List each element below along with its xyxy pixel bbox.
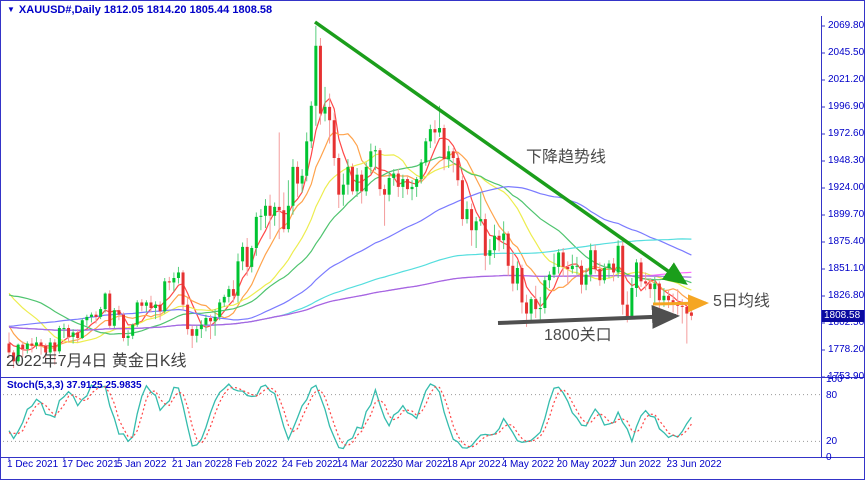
time-axis-label: 17 Dec 2021 (61, 459, 119, 470)
time-axis-label: 4 May 2022 (501, 459, 554, 470)
time-axis-label: 1 Dec 2021 (7, 459, 59, 470)
price-axis-label: 1972.60 (828, 128, 865, 139)
time-axis-label: 24 Feb 2022 (281, 459, 338, 470)
symbol-ohlc-title: XAUUSD#,Daily 1812.05 1814.20 1805.44 18… (18, 3, 273, 16)
chart-caption: 2022年7月4日 黄金日K线 (6, 353, 187, 370)
time-axis-label: 30 Mar 2022 (391, 459, 448, 470)
time-axis-label: 18 Apr 2022 (446, 459, 501, 470)
time-axis-label: 14 Mar 2022 (336, 459, 393, 470)
time-axis-label: 20 May 2022 (556, 459, 615, 470)
ma5-annotation: 5日均线 (713, 293, 770, 310)
price-axis-label: 1802.50 (828, 317, 865, 328)
stoch-scale-label: 20 (826, 436, 838, 448)
price-axis-label: 1948.30 (828, 155, 865, 166)
stoch-scale-label: 0 (826, 452, 832, 463)
stoch-indicator-label: Stoch(5,3,3) 37.9125 25.9835 (7, 380, 142, 391)
price-axis-label: 2045.50 (828, 47, 865, 58)
time-axis-label: 5 Jan 2022 (116, 459, 167, 470)
price-axis-label: 2021.20 (828, 74, 865, 85)
price-axis-label: 1778.20 (828, 344, 865, 355)
price-axis-label: 1899.70 (828, 209, 865, 220)
level-annotation: 1800关口 (544, 327, 612, 344)
trendline-annotation: 下降趋势线 (526, 149, 607, 166)
price-axis-label: 1924.00 (828, 182, 865, 193)
price-axis-label: 1851.10 (828, 263, 865, 274)
time-axis-label: 23 Jun 2022 (666, 459, 722, 470)
time-axis-label: 7 Jun 2022 (611, 459, 662, 470)
stoch-scale-label: 100 (826, 374, 843, 385)
time-axis-label: 21 Jan 2022 (171, 459, 227, 470)
price-axis-label: 2069.80 (828, 20, 865, 31)
stoch-scale-label: 80 (826, 389, 838, 401)
price-axis-label: 1875.40 (828, 236, 865, 247)
current-price-badge: 1808.58 (822, 310, 864, 323)
symbol-dropdown-icon[interactable]: ▼ (7, 4, 15, 14)
chart-title-bar: ▼ XAUUSD#,Daily 1812.05 1814.20 1805.44 … (7, 3, 272, 16)
price-axis-label: 1996.90 (828, 101, 865, 112)
price-axis-label: 1826.80 (828, 290, 865, 301)
time-axis-label: 8 Feb 2022 (226, 459, 278, 470)
price-axis-label: 1753.90 (828, 371, 865, 382)
